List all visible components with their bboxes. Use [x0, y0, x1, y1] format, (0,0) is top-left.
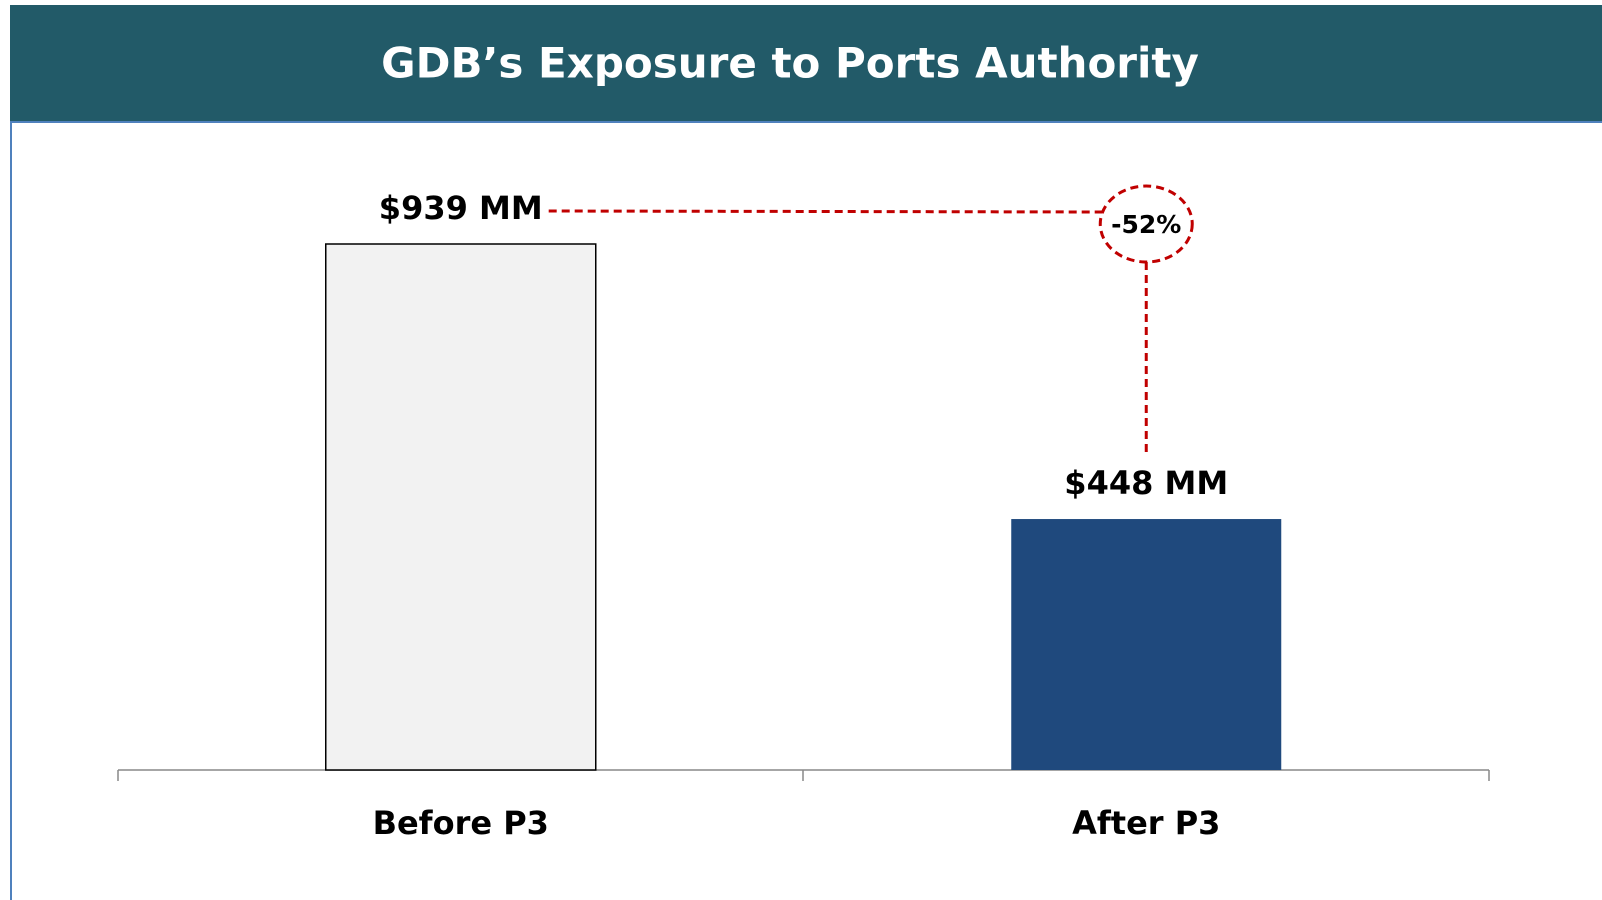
- connector: [548, 209, 1103, 214]
- chart-title: GDB’s Exposure to Ports Authority: [381, 39, 1199, 88]
- value-label: $448 MM: [1064, 464, 1228, 502]
- bar: [1011, 519, 1282, 770]
- x-tick-label: After P3: [1072, 804, 1220, 842]
- header-band: [10, 5, 1602, 121]
- value-label: $939 MM: [379, 189, 543, 227]
- bar: [325, 243, 597, 771]
- x-tick-label: Before P3: [373, 804, 549, 842]
- annotation: -52%: [1111, 210, 1181, 239]
